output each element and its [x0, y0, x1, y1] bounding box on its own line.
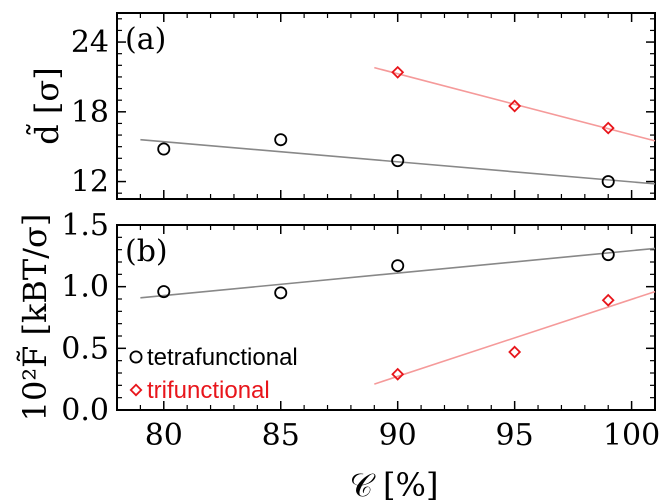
data-point-trifunctional-b	[391, 367, 405, 381]
x-tick-label: 100	[603, 418, 660, 453]
data-point-tetrafunctional-a	[391, 154, 405, 168]
y-tick-label-a: 12	[71, 165, 109, 200]
legend-label-tetrafunctional: tetrafunctional	[147, 344, 298, 371]
data-point-tetrafunctional-b	[601, 248, 615, 262]
data-point-tetrafunctional-b	[274, 286, 288, 300]
data-point-tetrafunctional-a	[601, 175, 615, 189]
legend: tetrafunctional trifunctional	[129, 344, 298, 404]
y-tick-label-b: 0.5	[61, 331, 109, 366]
fit-line-trifunctional-b	[374, 290, 656, 385]
panel-label-a: (a)	[125, 22, 166, 57]
fit-line-tetrafunctional-a	[140, 138, 656, 185]
y-tick-label-b: 1.5	[61, 208, 109, 243]
legend-label-trifunctional: trifunctional	[147, 377, 270, 404]
y-axis-label-a: d̃ [σ]	[27, 67, 66, 144]
data-point-trifunctional-b	[601, 293, 615, 307]
data-point-trifunctional-b	[508, 345, 522, 359]
y-tick-label-a: 18	[71, 95, 109, 130]
y-axis-label-b: 10²F̃ [kBT/σ]	[16, 214, 54, 422]
y-tick-label-a: 24	[71, 25, 109, 60]
data-point-tetrafunctional-a	[157, 142, 171, 156]
data-point-trifunctional-a	[391, 65, 405, 79]
data-point-tetrafunctional-b	[391, 259, 405, 273]
panel-a: 12 18 24 (a) d̃ [σ]	[27, 12, 656, 200]
panel-b: 0.0 0.5 1.0 1.5 80 85 90 95 100 (b) 10²F̃ [kBT/σ] 𝒞…	[16, 208, 660, 502]
x-axis-label: 𝒞 [%]	[350, 466, 439, 502]
fit-line-trifunctional-a	[374, 66, 656, 142]
x-tick-label: 80	[145, 418, 183, 453]
data-point-tetrafunctional-a	[274, 133, 288, 147]
y-tick-label-b: 0.0	[61, 393, 109, 428]
panel-label-b: (b)	[125, 234, 168, 269]
fit-line-tetrafunctional-b	[140, 247, 656, 299]
plot-frame-a	[116, 12, 656, 200]
legend-marker-tetrafunctional	[129, 350, 143, 364]
data-point-trifunctional-a	[601, 121, 615, 135]
y-tick-label-b: 1.0	[61, 270, 109, 305]
x-tick-label: 95	[496, 418, 534, 453]
data-point-trifunctional-a	[508, 99, 522, 113]
plot-frame-b	[116, 224, 656, 411]
data-point-tetrafunctional-b	[157, 285, 171, 299]
x-tick-label: 85	[262, 418, 300, 453]
legend-marker-trifunctional	[129, 383, 143, 397]
x-tick-label: 90	[379, 418, 417, 453]
